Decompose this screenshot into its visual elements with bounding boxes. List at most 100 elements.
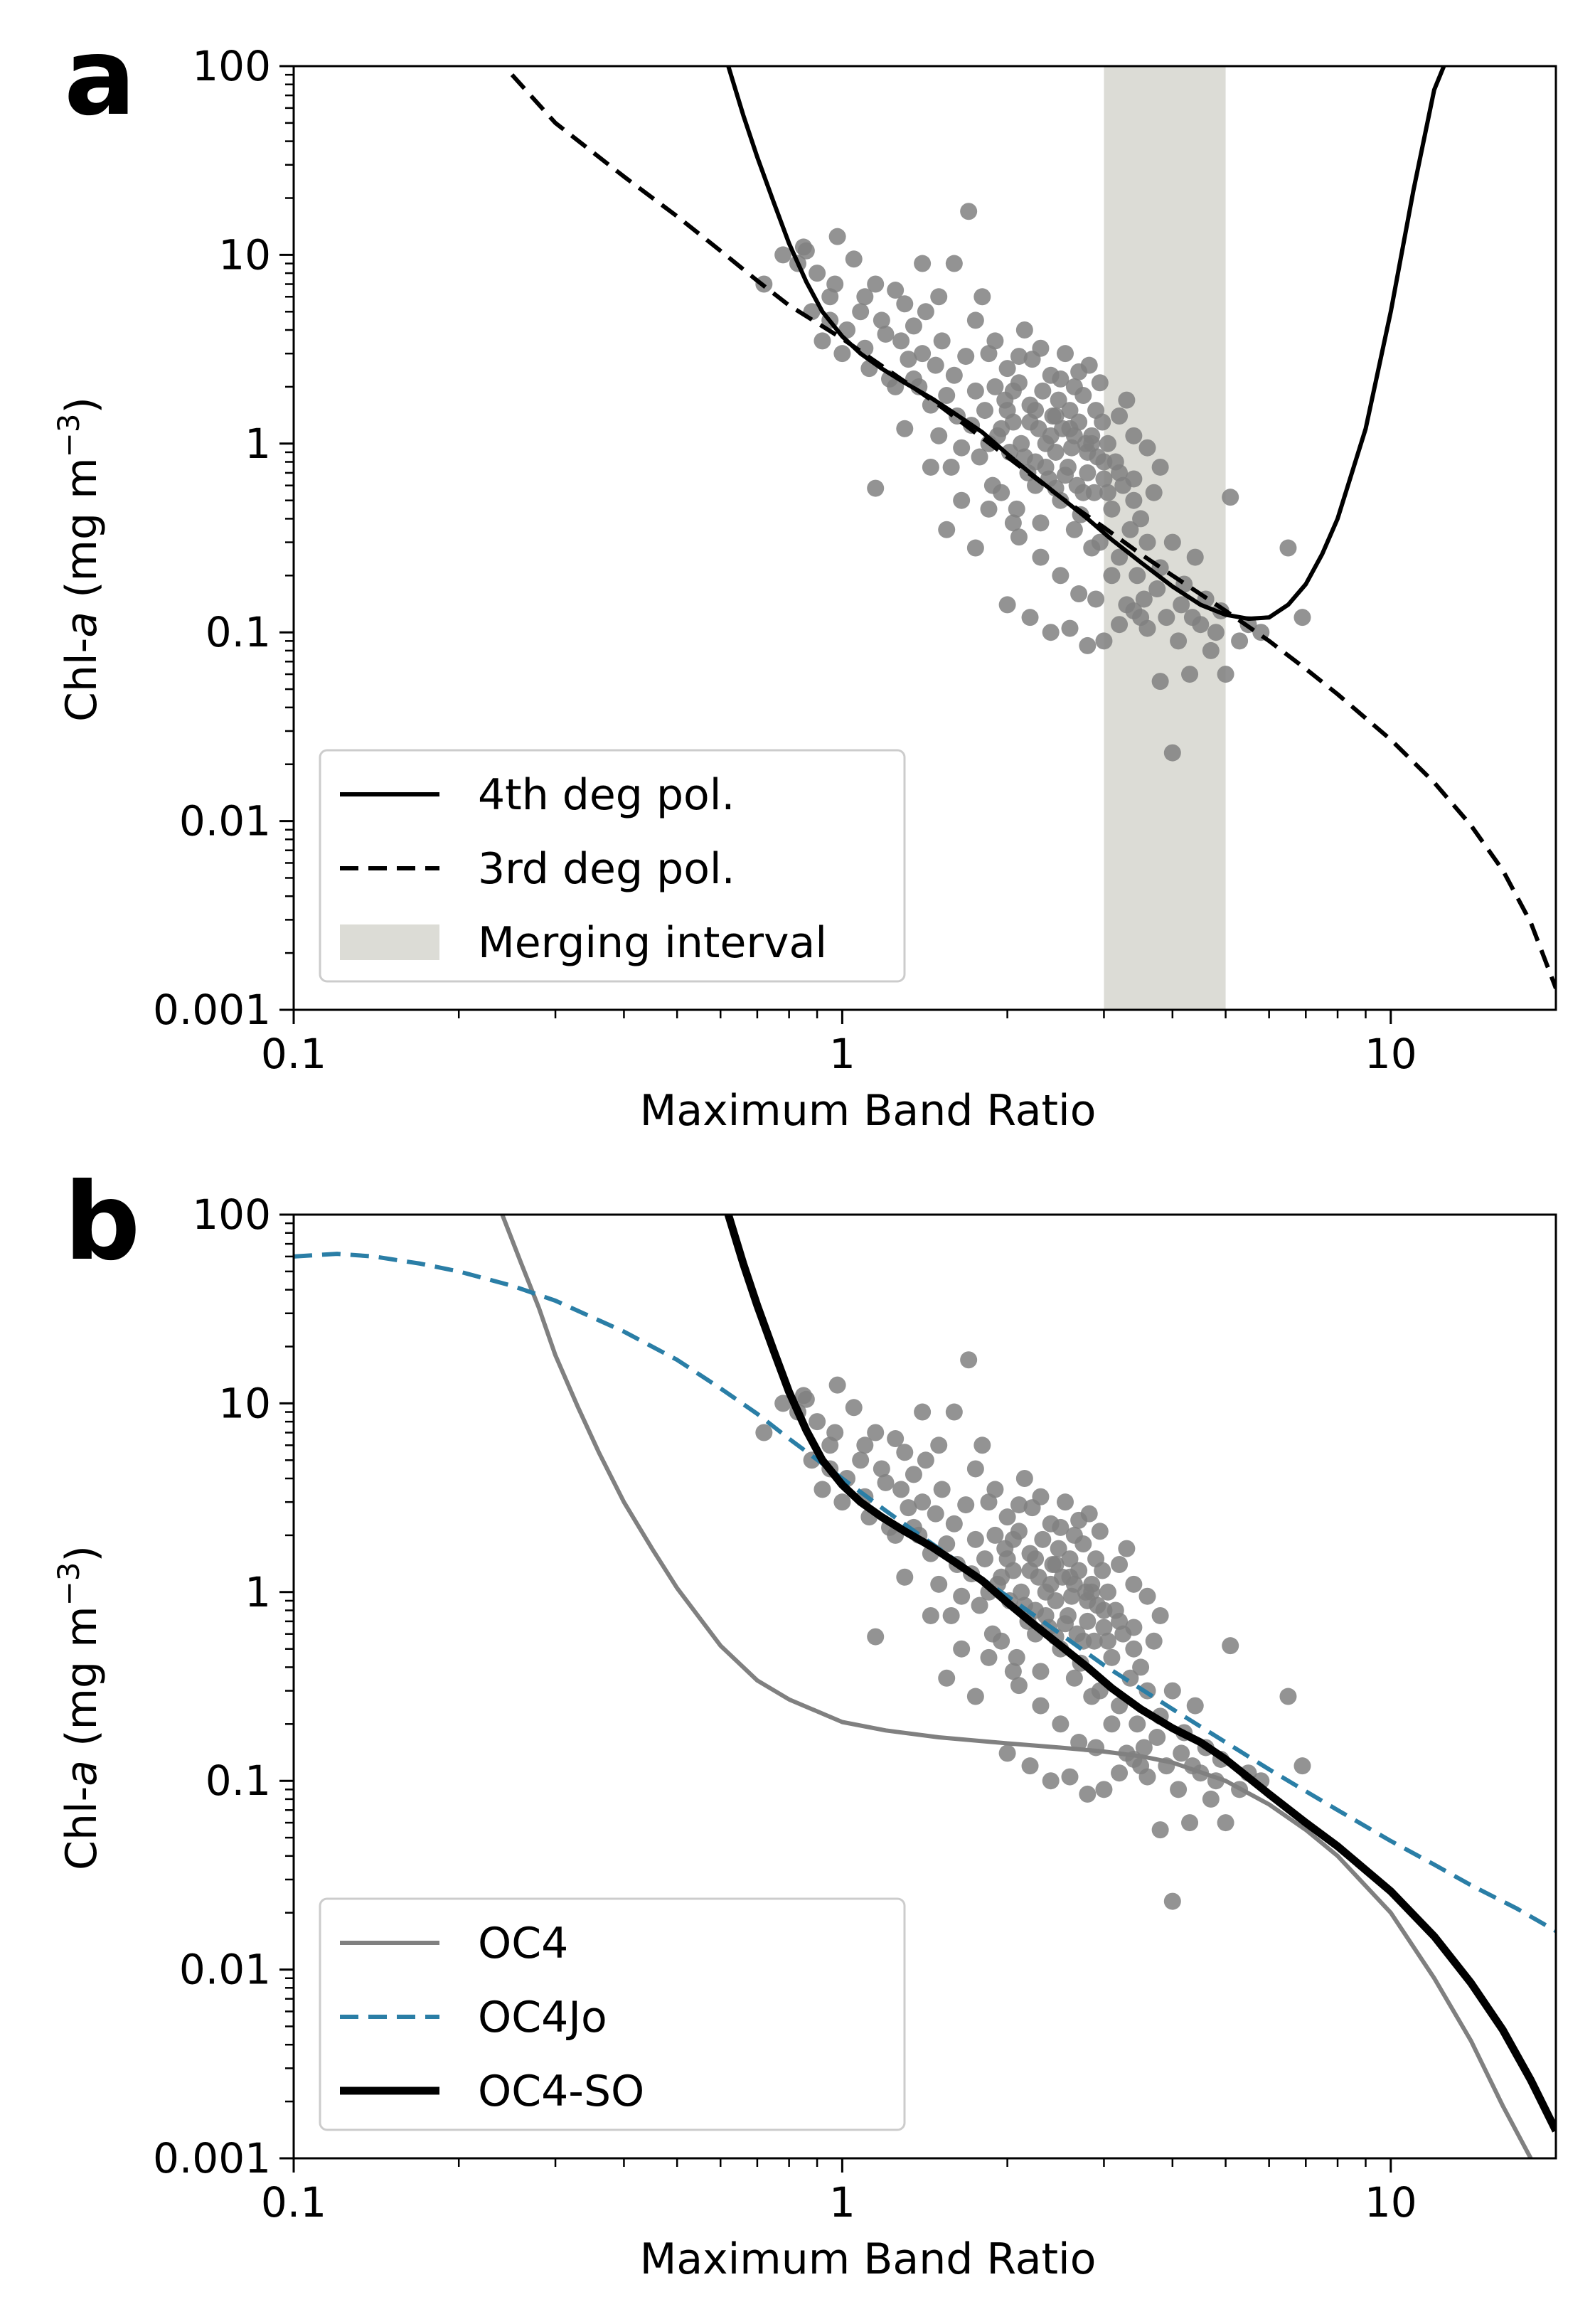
scatter-point — [1202, 1790, 1220, 1808]
scatter-point — [993, 484, 1010, 501]
scatter-point — [1042, 427, 1060, 444]
scatter-point — [1052, 370, 1069, 388]
scatter-point — [1032, 548, 1050, 566]
scatter-point — [887, 282, 905, 299]
scatter-point — [1032, 514, 1050, 532]
scatter-point — [1015, 321, 1033, 339]
x-axis-label: Maximum Band Ratio — [640, 1086, 1097, 1136]
scatter-point — [938, 1669, 956, 1687]
scatter-point — [1091, 1523, 1109, 1540]
scatter-point — [960, 203, 978, 220]
scatter-point — [998, 1744, 1016, 1762]
scatter-point — [914, 1493, 932, 1511]
scatter-point — [960, 1351, 978, 1369]
scatter-point — [877, 1473, 895, 1491]
scatter-point — [892, 332, 910, 350]
legend-label: OC4-SO — [478, 2067, 644, 2116]
scatter-point — [993, 1632, 1010, 1650]
legend-box — [319, 1897, 906, 2131]
scatter-point — [930, 427, 948, 444]
scatter-point — [1099, 1583, 1116, 1601]
scatter-point — [922, 1606, 939, 1624]
scatter-point — [1121, 1669, 1139, 1687]
scatter-point — [1170, 1781, 1188, 1798]
scatter-point — [945, 255, 963, 272]
y-axis-label: Chl-a (mg m−3) — [51, 397, 107, 722]
scatter-point — [998, 360, 1016, 378]
scatter-point — [1170, 632, 1188, 650]
scatter-point — [1047, 1592, 1065, 1609]
scatter-point — [1099, 1632, 1116, 1650]
legend-label: 4th deg pol. — [478, 770, 735, 820]
scatter-point — [1095, 1601, 1113, 1619]
scatter-point — [1074, 387, 1092, 405]
scatter-point — [1070, 363, 1088, 380]
scatter-point — [1148, 580, 1166, 598]
scatter-point — [905, 317, 922, 335]
scatter-point — [900, 1499, 917, 1517]
scatter-point — [1010, 1677, 1028, 1695]
y-tick-label: 0.01 — [179, 1946, 271, 1994]
scatter-point — [1103, 1715, 1121, 1733]
scatter-point — [942, 1606, 960, 1624]
scatter-point — [1052, 1518, 1069, 1536]
scatter-point — [1079, 636, 1097, 654]
scatter-point — [1050, 391, 1067, 409]
scatter-point — [957, 1496, 975, 1514]
scatter-point — [1004, 514, 1022, 532]
scatter-point — [1103, 1648, 1121, 1666]
axes-frame — [292, 1213, 1557, 2160]
scatter-point — [1004, 1663, 1022, 1680]
scatter-point — [1061, 402, 1079, 420]
scatter-point — [1135, 1739, 1153, 1757]
scatter-point — [1111, 548, 1129, 566]
scatter-point — [953, 491, 971, 509]
series-line-0 — [500, 1215, 1533, 2158]
scatter-point — [755, 1424, 773, 1441]
scatter-point — [1111, 464, 1129, 481]
scatter-point — [1222, 489, 1239, 506]
scatter-point — [856, 1436, 874, 1454]
scatter-point — [809, 265, 826, 282]
scatter-point — [1004, 1530, 1022, 1548]
scatter-point — [998, 402, 1016, 420]
scatter-point — [809, 1413, 826, 1431]
scatter-point — [867, 1424, 885, 1441]
scatter-point — [980, 345, 998, 363]
scatter-point — [1050, 1540, 1067, 1557]
scatter-point — [867, 275, 885, 293]
scatter-point — [845, 250, 863, 268]
scatter-point — [1083, 1688, 1101, 1705]
scatter-point — [1231, 632, 1249, 650]
y-tick-label: 0.01 — [179, 797, 271, 846]
scatter-point — [1010, 348, 1028, 366]
scatter-point — [1061, 619, 1079, 637]
scatter-point — [917, 303, 934, 321]
scatter-point — [1132, 609, 1150, 627]
axes-frame — [292, 65, 1557, 1011]
legend-label: OC4 — [478, 1919, 568, 1968]
panel-letter: b — [64, 1161, 140, 1284]
scatter-point — [1186, 1697, 1204, 1715]
scatter-point — [1181, 1814, 1199, 1832]
scatter-point — [1052, 567, 1069, 585]
scatter-point — [1125, 1619, 1143, 1636]
x-tick-label: 0.1 — [261, 1030, 326, 1078]
scatter-point — [1015, 1470, 1033, 1488]
scatter-point — [1151, 1821, 1169, 1839]
scatter-point — [942, 458, 960, 476]
scatter-point — [1111, 1612, 1129, 1630]
scatter-point — [945, 1515, 963, 1533]
scatter-point — [1032, 1663, 1050, 1680]
scatter-point — [867, 1628, 885, 1646]
x-tick-label: 10 — [1365, 2178, 1417, 2227]
scatter-point — [1125, 1640, 1143, 1658]
scatter-point — [998, 596, 1016, 614]
scatter-point — [938, 1535, 956, 1553]
y-tick-label: 0.1 — [206, 608, 271, 656]
scatter-point — [1095, 632, 1113, 650]
scatter-point — [1056, 345, 1074, 363]
scatter-point — [1034, 1530, 1052, 1548]
scatter-point — [1186, 548, 1204, 566]
